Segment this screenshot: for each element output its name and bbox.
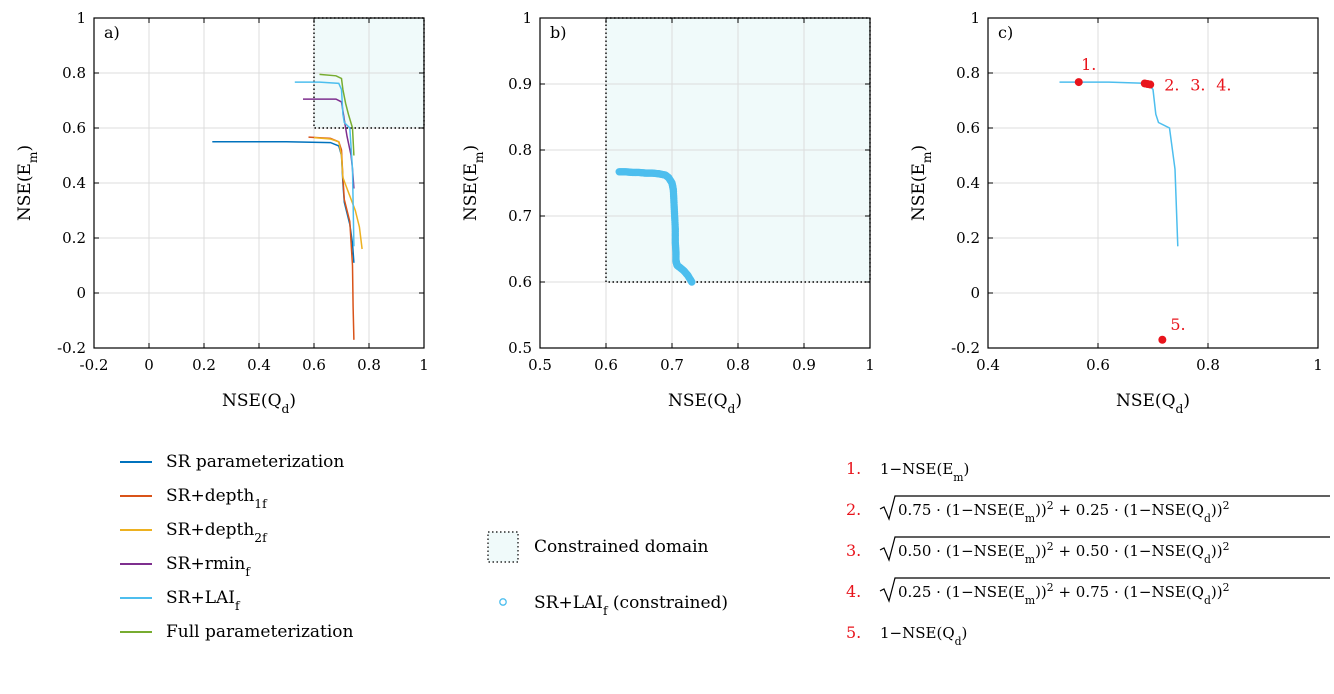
highlight-point (1074, 78, 1083, 87)
y-axis-label: NSE(Em) (461, 145, 486, 221)
legend-label: SR+LAIf (constrained) (534, 593, 728, 618)
objective-formula: 0.50 · (1−NSE(Em))2 + 0.50 · (1−NSE(Qd))… (898, 540, 1229, 566)
panel-a: -0.2 0 0.2 0.4 0.6 0.8 1 -0.2 0 0.2 0.4 0.6 0.8 1 a) NS… (15, 9, 429, 416)
legend-label: Constrained domain (534, 537, 709, 557)
y-tick-label: 0.4 (62, 174, 86, 192)
objective-number: 5. (846, 623, 861, 642)
legend-domain-swatch (487, 531, 519, 563)
y-tick-label: 0.4 (956, 174, 980, 192)
point-label: 5. (1170, 315, 1185, 334)
x-tick-label: 0.8 (1196, 356, 1220, 374)
y-tick-label: 0.8 (956, 64, 980, 82)
panel-b: 0.5 0.6 0.7 0.8 0.9 1 0.5 0.6 0.7 0.8 0.9 1 b) NSE(Qd… (461, 9, 875, 416)
x-tick-label: 0.8 (726, 356, 750, 374)
panel-label: c) (998, 23, 1013, 42)
x-tick-label: 0.6 (302, 356, 326, 374)
legend-label: Full parameterization (166, 622, 354, 642)
point-label: 3. (1190, 76, 1205, 95)
x-tick-label: 0.4 (976, 356, 1000, 374)
objective-number: 1. (846, 459, 861, 478)
x-tick-label: 1 (419, 356, 429, 374)
series-line (313, 136, 363, 250)
series-line (319, 73, 355, 156)
sqrt-sign (879, 536, 1330, 562)
sqrt-sign (879, 495, 1330, 521)
series-line (212, 141, 355, 263)
x-tick-label: 0.7 (660, 356, 684, 374)
point-label: 4. (1216, 76, 1231, 95)
highlight-point (1146, 80, 1155, 89)
y-tick-label: 0.6 (508, 273, 532, 291)
x-tick-label: 1 (1313, 356, 1323, 374)
y-tick-label: 0.6 (62, 119, 86, 137)
y-tick-label: -0.2 (57, 339, 86, 357)
objective-formula: 0.25 · (1−NSE(Em))2 + 0.75 · (1−NSE(Qd))… (898, 581, 1229, 607)
x-tick-label: 0.4 (247, 356, 271, 374)
x-tick-label: 0 (144, 356, 154, 374)
data-area (615, 168, 696, 286)
objective-number: 2. (846, 500, 861, 519)
y-axis-label: NSE(Em) (15, 145, 40, 221)
panel-label: b) (550, 23, 566, 42)
y-tick-label: 0.8 (62, 64, 86, 82)
x-axis-label: NSE(Qd) (222, 391, 296, 416)
point-label: 1. (1081, 55, 1096, 74)
legend-label: SR+depth2f (166, 520, 268, 545)
objective-formula: 0.75 · (1−NSE(Em))2 + 0.25 · (1−NSE(Qd))… (898, 499, 1229, 525)
axes-box (539, 17, 871, 349)
x-axis-label: NSE(Qd) (1116, 391, 1190, 416)
y-tick-label: 1 (970, 9, 980, 27)
sqrt-sign (879, 577, 1330, 603)
objective-formula: 1−NSE(Qd) (880, 624, 967, 648)
x-tick-label: 0.9 (792, 356, 816, 374)
x-tick-label: 0.6 (1086, 356, 1110, 374)
x-tick-label: 0.2 (192, 356, 216, 374)
objective-number: 3. (846, 541, 861, 560)
legend-label: SR parameterization (166, 452, 344, 472)
x-tick-label: 1 (865, 356, 875, 374)
x-tick-label: 0.8 (357, 356, 381, 374)
legend-label: SR+depth1f (166, 486, 268, 511)
y-tick-label: 0 (970, 284, 980, 302)
series-line (294, 81, 355, 247)
y-tick-label: 0.6 (956, 119, 980, 137)
x-tick-label: -0.2 (80, 356, 109, 374)
panel-label: a) (104, 23, 120, 42)
legend-left: SR parameterization SR+depth1f SR+depth2f S… (120, 452, 354, 642)
legend-right: 1. 1−NSE(Em) 2. 0.75 · (1−NSE(Em))2 + 0.25 … (846, 459, 1330, 648)
y-axis-label: NSE(Em) (909, 145, 934, 221)
highlight-point (1158, 335, 1167, 344)
y-tick-label: 1 (76, 9, 86, 27)
y-tick-label: 0.9 (508, 75, 532, 93)
point-label: 2. (1164, 76, 1179, 95)
y-tick-label: 0.7 (508, 207, 532, 225)
objective-number: 4. (846, 582, 861, 601)
series-line (1059, 81, 1179, 247)
y-tick-label: 0.8 (508, 141, 532, 159)
legend-mid: Constrained domain SR+LAIf (constrained) (487, 531, 728, 618)
panel-c: 1. 2. 3. 4. 5. 0.4 0.6 0.8 1 -0.2 0 0.2 0.4 0.6 0.8 1 c)… (909, 9, 1323, 416)
y-tick-label: 0.2 (62, 229, 86, 247)
data-area (1059, 78, 1179, 344)
x-axis-label: NSE(Qd) (668, 391, 742, 416)
y-tick-label: 0.5 (508, 339, 532, 357)
legend-scatter-swatch (499, 598, 507, 606)
legend-label: SR+LAIf (166, 588, 241, 613)
scatter-point (687, 277, 695, 285)
x-tick-label: 0.5 (528, 356, 552, 374)
x-tick-label: 0.6 (594, 356, 618, 374)
y-tick-label: 0 (76, 284, 86, 302)
y-tick-label: -0.2 (951, 339, 980, 357)
legend-label: SR+rminf (166, 554, 251, 579)
y-tick-label: 1 (522, 9, 532, 27)
y-tick-label: 0.2 (956, 229, 980, 247)
data-area (212, 73, 363, 340)
objective-formula: 1−NSE(Em) (880, 460, 969, 484)
